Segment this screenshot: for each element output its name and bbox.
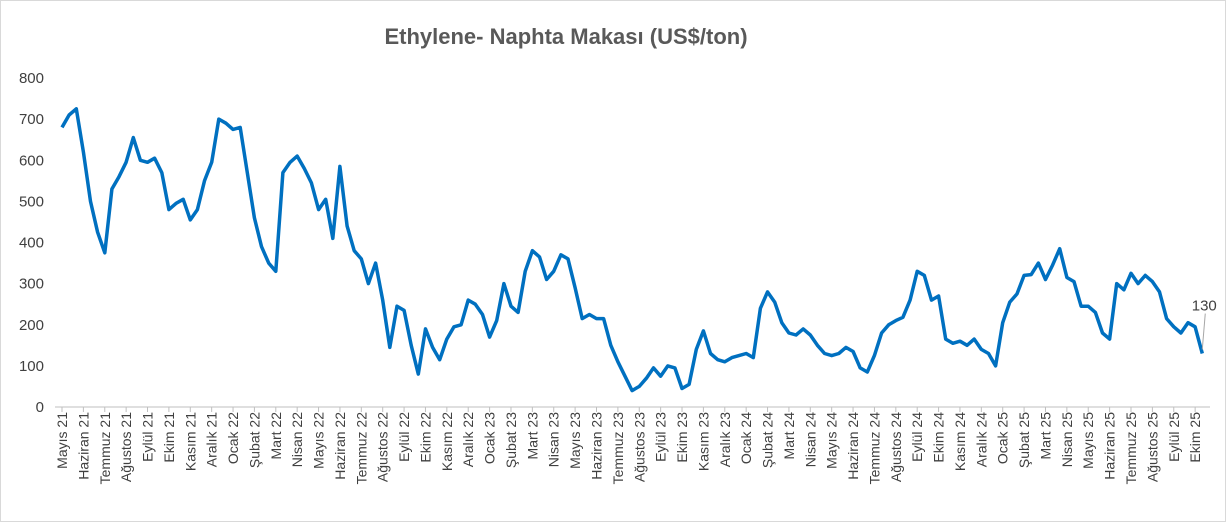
x-tick-label: Ağustos 25 [1144, 412, 1160, 482]
x-tick-label: Eylül 25 [1166, 412, 1182, 462]
line-series [60, 107, 1204, 393]
y-tick-label: 500 [19, 193, 44, 210]
x-tick-label: Temmuz 21 [97, 412, 113, 485]
x-tick-label: Ocak 22 [225, 412, 241, 464]
x-tick-label: Mart 25 [1037, 412, 1053, 460]
y-tick-label: 100 [19, 358, 44, 375]
label-leader [1201, 313, 1206, 350]
x-tick-label: Ekim 24 [931, 412, 947, 463]
x-tick-label: Nisan 22 [289, 412, 305, 467]
x-tick-label: Şubat 24 [760, 412, 776, 468]
x-tick-label: Şubat 22 [246, 412, 262, 468]
x-tick-label: Ekim 21 [161, 412, 177, 463]
x-tick-label: Mart 23 [524, 412, 540, 460]
y-tick-label: 300 [19, 276, 44, 293]
x-tick-label: Mayıs 24 [824, 412, 840, 469]
y-tick-label: 600 [19, 152, 44, 169]
x-tick-label: Şubat 25 [1016, 412, 1032, 468]
x-tick-label: Eylül 24 [909, 412, 925, 462]
data-label: 130 [1192, 298, 1217, 315]
x-tick-label: Mayıs 25 [1080, 412, 1096, 469]
x-tick-label: Aralık 21 [204, 412, 220, 467]
x-tick-label: Temmuz 25 [1123, 412, 1139, 485]
x-tick-label: Nisan 25 [1059, 412, 1075, 467]
x-tick-label: Ekim 25 [1187, 412, 1203, 463]
x-tick-label: Eylül 23 [653, 412, 669, 462]
y-tick-label: 700 [19, 111, 44, 128]
x-tick-label: Aralık 22 [460, 412, 476, 467]
x-tick-label: Haziran 21 [75, 412, 91, 480]
x-tick-label: Temmuz 24 [866, 412, 882, 485]
x-tick-label: Nisan 23 [546, 412, 562, 467]
y-tick-label: 0 [36, 399, 44, 416]
x-tick-label: Mart 24 [781, 412, 797, 460]
x-tick-label: Aralık 23 [717, 412, 733, 467]
x-tick-label: Kasım 23 [695, 412, 711, 471]
x-tick-label: Haziran 24 [845, 412, 861, 480]
x-tick-label: Temmuz 23 [610, 412, 626, 485]
x-tick-label: Haziran 25 [1102, 412, 1118, 480]
x-tick-label: Eylül 21 [140, 412, 156, 462]
x-tick-label: Ekim 22 [417, 412, 433, 463]
x-tick-label: Kasım 21 [182, 412, 198, 471]
y-tick-label: 200 [19, 317, 44, 334]
x-tick-label: Nisan 24 [802, 412, 818, 467]
x-tick-label: Mart 22 [268, 412, 284, 460]
x-tick-label: Kasım 22 [439, 412, 455, 471]
x-tick-label: Ocak 23 [482, 412, 498, 464]
x-tick-label: Aralık 24 [973, 412, 989, 467]
x-tick-label: Ekim 23 [674, 412, 690, 463]
x-tick-label: Ocak 25 [995, 412, 1011, 464]
x-tick-label: Haziran 23 [589, 412, 605, 480]
y-tick-label: 800 [19, 70, 44, 87]
chart-title: Ethylene- Naphta Makası (US$/ton) [384, 24, 747, 49]
x-tick-label: Ağustos 22 [375, 412, 391, 482]
y-tick-label: 400 [19, 235, 44, 252]
x-tick-label: Haziran 22 [332, 412, 348, 480]
x-tick-label: Ağustos 21 [118, 412, 134, 482]
x-tick-label: Ağustos 23 [631, 412, 647, 482]
x-tick-label: Mayıs 21 [54, 412, 70, 469]
x-tick-label: Ocak 24 [738, 412, 754, 464]
x-tick-label: Eylül 22 [396, 412, 412, 462]
x-tick-label: Ağustos 24 [888, 412, 904, 482]
x-tick-label: Mayıs 22 [311, 412, 327, 469]
x-tick-label: Şubat 23 [503, 412, 519, 468]
x-tick-label: Kasım 24 [952, 412, 968, 471]
x-tick-label: Temmuz 22 [353, 412, 369, 485]
x-tick-label: Mayıs 23 [567, 412, 583, 469]
